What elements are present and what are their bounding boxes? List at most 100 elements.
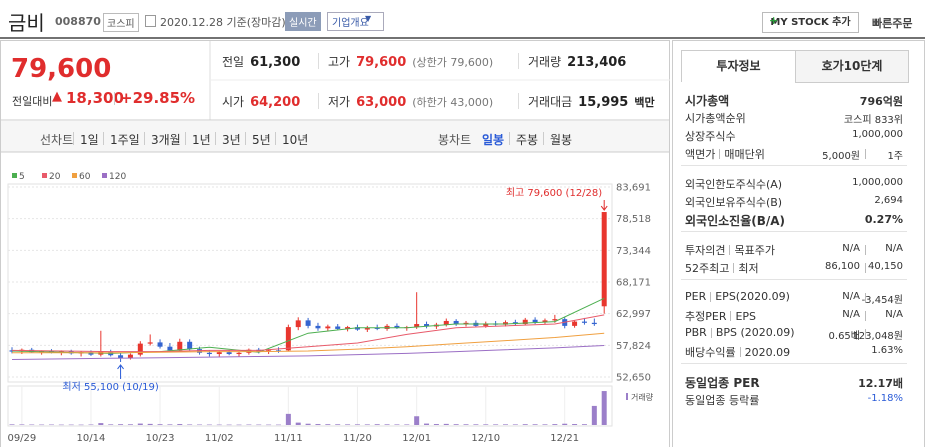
candle-period-button[interactable]: 월봉 (550, 133, 573, 147)
period-button[interactable]: 10년 (282, 133, 309, 147)
info-label-part: 액면가 (685, 148, 716, 161)
label-sep (733, 263, 735, 273)
base-date: 2020.12.28 기준(장마감) (160, 16, 286, 29)
candle-body (591, 322, 597, 325)
info-label-part: 배당수익률 (685, 346, 736, 359)
candle-body (147, 342, 153, 344)
period-button[interactable]: 1일 (80, 133, 99, 147)
candle-body (345, 327, 351, 329)
info-value: -3,454원 (861, 295, 903, 306)
dropdown-caret: ▼ (365, 14, 372, 23)
volume-bar (581, 424, 587, 425)
tab-active[interactable]: 투자정보 (681, 50, 796, 82)
value-sep (865, 245, 866, 255)
candle-body (157, 342, 163, 347)
volume-bar (433, 424, 439, 425)
candle-body (503, 322, 508, 325)
market-badge: 코스피 (103, 13, 139, 32)
quote-value: 15,995 (578, 95, 629, 110)
group-rule (681, 363, 907, 364)
volume-bar (98, 423, 104, 425)
candle-chart-label: 봉차트 (438, 133, 472, 147)
ma-line (11, 297, 605, 354)
info-label-part: PER (685, 290, 707, 303)
quick-order[interactable]: 빠른주문 (872, 17, 913, 30)
legend-swatch (12, 173, 17, 178)
info-label-part: 52주최고 (685, 262, 730, 275)
volume-bar (542, 424, 548, 425)
toolbar-sep (215, 132, 216, 145)
quote-value: 213,406 (567, 55, 627, 70)
group-rule (681, 231, 907, 232)
current-price: 79,600 (11, 54, 112, 84)
volume-bar (147, 423, 153, 425)
info-label-part: 매매단위 (724, 148, 765, 161)
info-label: 추정PER EPS (685, 308, 756, 324)
quote-item: 거래량 213,406 (528, 53, 626, 70)
candle-body (177, 341, 183, 351)
x-tick-label: 10/14 (77, 433, 106, 444)
candle-body (266, 350, 272, 352)
y-tick-label: 57,824 (616, 341, 651, 352)
low-annotation: 최저 55,100 (10/19) (62, 381, 158, 393)
period-button[interactable]: 5년 (252, 133, 271, 147)
info-label: PBR BPS (2020.09) (685, 326, 795, 339)
toolbar-sep (144, 132, 145, 145)
info-label-part: EPS (735, 309, 757, 323)
period-button[interactable]: 1년 (192, 133, 211, 147)
candle-body (374, 327, 380, 329)
legend-label: 120 (109, 172, 126, 182)
y-tick-label: 68,171 (616, 277, 651, 288)
volume-bar (29, 424, 35, 426)
volume-bar (236, 424, 242, 426)
group-rule (681, 165, 907, 166)
info-value: 796억원 (859, 95, 903, 108)
quote-sep (318, 53, 319, 69)
volume-bar (325, 424, 331, 425)
info-label: 외국인보유주식수(B) (685, 194, 782, 210)
info-label-part: 동일업종 등락률 (685, 394, 760, 407)
overview-dropdown[interactable]: 기업개요 (327, 12, 384, 31)
info-value: 코스피 833위 (843, 115, 903, 126)
stock-name: 금비 (8, 11, 45, 35)
volume-bar (493, 424, 499, 425)
mystock-button[interactable]: MY STOCK 추가 (762, 12, 859, 33)
quote-item: 시가 64,200 (222, 93, 300, 110)
y-tick-label: 73,344 (616, 246, 651, 257)
volume-bar (19, 424, 25, 425)
volume-bar (354, 424, 360, 425)
period-button[interactable]: 3개월 (151, 133, 181, 147)
tab[interactable]: 호가10단계 (795, 50, 909, 83)
info-label-part: 외국인보유주식수(B) (685, 196, 783, 209)
x-tick-label: 11/20 (343, 433, 372, 444)
y-tick-label: 52,650 (616, 372, 651, 383)
info-label-part: 동일업종 PER (685, 376, 760, 390)
quote-label: 시가 (222, 95, 245, 109)
volume-bar (364, 424, 370, 425)
candle-body (354, 327, 360, 330)
volume-bar (9, 424, 15, 425)
x-tick-label: 11/02 (205, 433, 234, 444)
quote-item: 고가 79,600 (상한가 79,600) (328, 53, 493, 70)
legend-label: 60 (79, 172, 91, 182)
candle-body (572, 321, 578, 326)
candle-body (216, 352, 222, 355)
volume-bar (187, 424, 193, 425)
period-button[interactable]: 3년 (222, 133, 241, 147)
value-sep (865, 263, 866, 273)
info-label: 상장주식수 (685, 128, 736, 144)
candle-body (167, 346, 173, 351)
realtime-badge[interactable]: 실시간 (285, 12, 321, 31)
candle-period-button[interactable]: 일봉 (482, 133, 505, 147)
volume-bar (246, 424, 252, 426)
candle-period-button[interactable]: 주봉 (516, 133, 539, 147)
volume-bar (68, 424, 74, 426)
candle-body (335, 326, 341, 329)
period-button[interactable]: 1주일 (110, 133, 140, 147)
info-label: 외국인소진율(B/A) (685, 212, 785, 229)
volume-bar (226, 424, 232, 426)
toolbar-sep (543, 132, 544, 145)
info-value: 0.27% (864, 213, 903, 226)
volume-bar (473, 424, 479, 425)
candle-body (236, 352, 242, 355)
